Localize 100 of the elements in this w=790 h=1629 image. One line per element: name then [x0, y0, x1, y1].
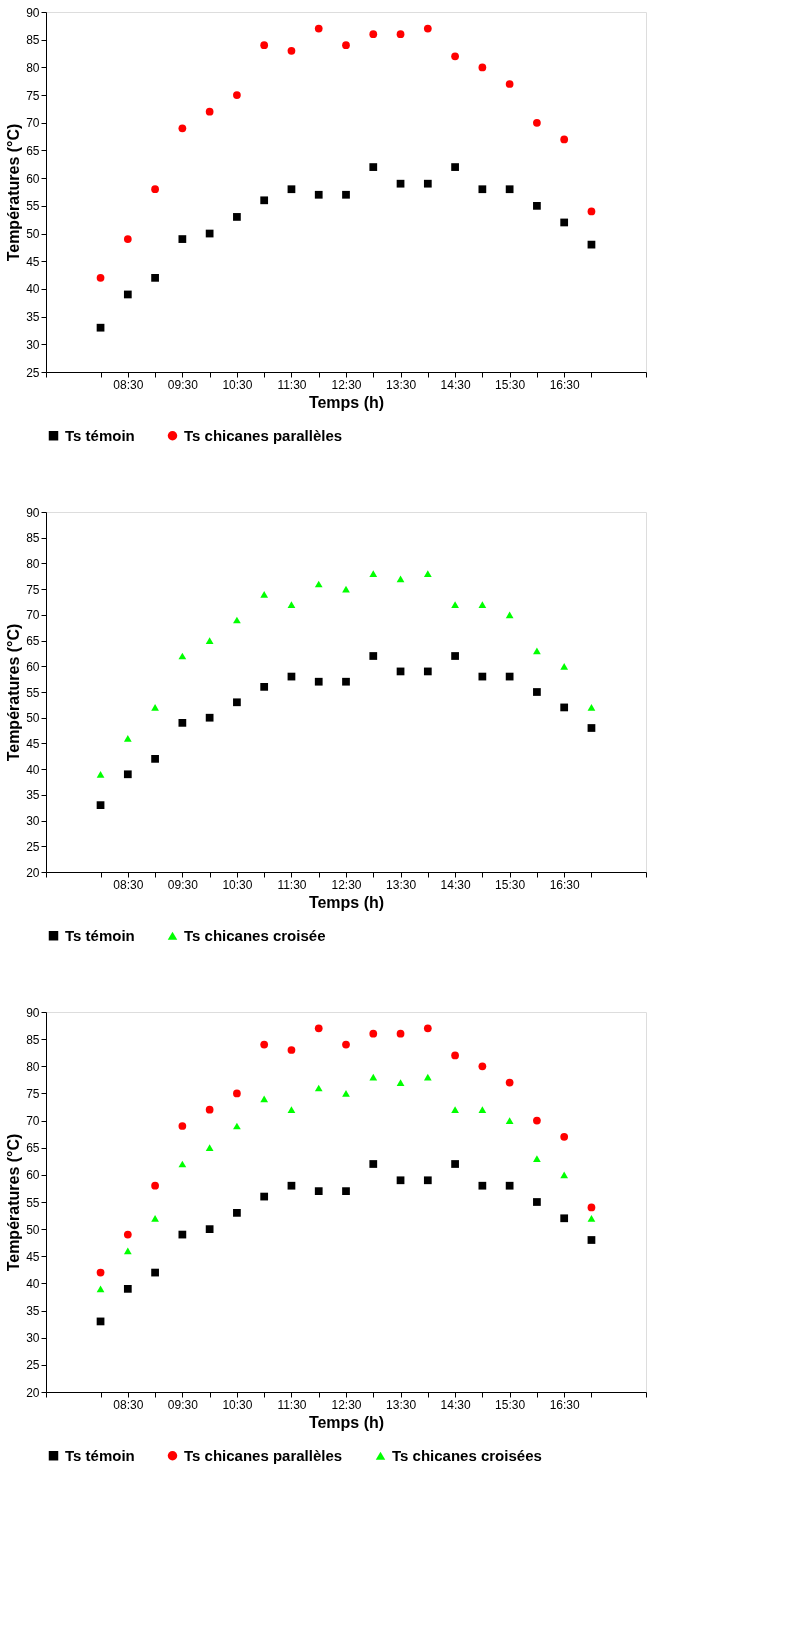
legend-label: Ts chicanes croisées	[392, 1446, 542, 1464]
point	[369, 652, 378, 660]
point	[478, 601, 487, 608]
y-tick-label: 35	[26, 1304, 40, 1319]
y-tick-label: 25	[26, 365, 40, 380]
x-tick-label: 11:30	[277, 877, 307, 892]
x-tick-label: 14:30	[440, 377, 471, 392]
point	[560, 218, 569, 227]
y-axis-title: Températures (°C)	[5, 1133, 23, 1272]
point	[260, 196, 269, 205]
point	[560, 1171, 569, 1179]
point	[233, 1089, 241, 1098]
point	[314, 24, 323, 33]
legend-label: Ts chicanes parallèles	[184, 1446, 343, 1464]
point	[533, 1155, 541, 1162]
x-tick-label: 13:30	[386, 377, 417, 392]
point	[505, 672, 514, 681]
y-tick-label: 75	[26, 88, 40, 103]
y-tick-label: 50	[26, 1222, 40, 1237]
y-tick-label: 80	[26, 60, 40, 75]
y-tick-label: 75	[26, 1086, 40, 1101]
y-tick-label: 25	[26, 839, 40, 854]
point	[151, 1214, 159, 1222]
y-tick-label: 55	[26, 1195, 40, 1210]
point	[314, 1187, 323, 1196]
point	[205, 107, 214, 116]
point	[342, 1187, 350, 1196]
point	[205, 1225, 214, 1234]
point	[560, 1214, 569, 1223]
x-tick-label: 08:30	[113, 877, 144, 892]
x-axis-title: Temps (h)	[308, 1413, 385, 1431]
x-tick-label: 14:30	[440, 877, 471, 892]
legend-label: Ts témoin	[65, 926, 135, 944]
y-tick-label: 60	[26, 1168, 40, 1183]
y-tick-label: 35	[26, 310, 40, 325]
y-tick-label: 90	[26, 5, 40, 20]
point	[587, 207, 596, 216]
point	[151, 273, 159, 282]
point	[478, 63, 487, 72]
point	[314, 580, 323, 588]
point	[123, 235, 132, 243]
y-tick-label: 85	[26, 1032, 40, 1047]
y-tick-label: 85	[26, 33, 40, 48]
point	[451, 52, 459, 61]
point	[260, 41, 269, 50]
legend-label: Ts chicanes croisée	[184, 926, 326, 944]
point	[151, 185, 159, 194]
point	[451, 163, 459, 171]
point	[533, 201, 541, 210]
x-tick-label: 11:30	[277, 377, 307, 392]
y-tick-label: 45	[26, 1249, 40, 1264]
y-tick-label: 85	[26, 531, 40, 546]
point	[560, 1132, 569, 1141]
point	[96, 323, 105, 332]
point	[505, 1117, 514, 1124]
point	[369, 570, 378, 578]
point	[287, 1106, 296, 1114]
point	[178, 718, 187, 727]
point	[123, 1230, 132, 1239]
point	[423, 667, 432, 676]
y-tick-label: 80	[26, 556, 40, 571]
point	[260, 1192, 269, 1201]
point	[151, 704, 159, 711]
point	[423, 179, 432, 188]
y-tick-label: 90	[26, 505, 40, 520]
y-tick-label: 30	[26, 1331, 40, 1346]
y-tick-label: 55	[26, 199, 40, 214]
point	[314, 190, 323, 199]
point	[314, 677, 323, 686]
legend-label: Ts témoin	[65, 1446, 135, 1464]
point	[342, 677, 350, 686]
point	[396, 1029, 405, 1038]
x-tick-label: 16:30	[549, 877, 581, 892]
x-axis-title: Temps (h)	[308, 393, 385, 411]
y-tick-label: 40	[26, 762, 40, 777]
x-tick-label: 13:30	[386, 1397, 417, 1412]
y-tick-label: 65	[26, 143, 40, 158]
legend-label: Ts témoin	[65, 426, 135, 444]
point	[451, 1160, 459, 1168]
y-tick-label: 55	[26, 685, 40, 700]
point	[560, 703, 569, 712]
point	[478, 185, 487, 194]
point	[260, 1095, 269, 1103]
point	[533, 118, 541, 127]
x-tick-label: 16:30	[549, 377, 581, 392]
x-tick-label: 11:30	[277, 1397, 307, 1412]
point	[505, 611, 514, 619]
point	[260, 590, 269, 598]
point	[260, 1040, 269, 1049]
point	[178, 1230, 187, 1239]
point	[505, 1181, 514, 1190]
legend-label: Ts chicanes parallèles	[184, 426, 343, 444]
y-tick-label: 70	[26, 1114, 40, 1129]
point	[205, 713, 214, 722]
y-tick-label: 20	[26, 865, 40, 880]
y-tick-label: 25	[26, 1358, 40, 1373]
point	[342, 41, 350, 50]
y-tick-label: 75	[26, 582, 40, 597]
point	[423, 24, 432, 33]
point	[205, 637, 214, 644]
